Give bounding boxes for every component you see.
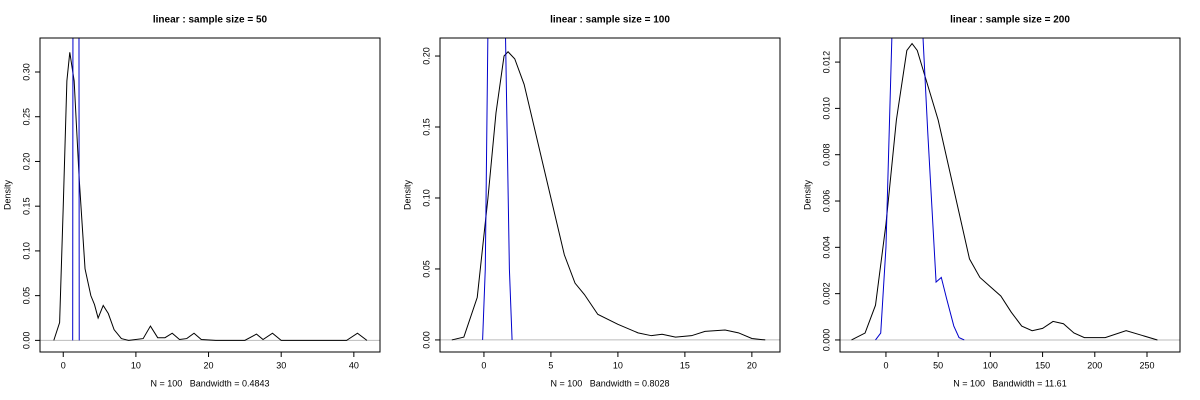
y-axis-label: Density [402, 179, 412, 210]
y-tick-label: 0.00 [21, 332, 31, 350]
x-tick-label: 200 [1087, 360, 1102, 370]
x-tick-label: 0 [481, 360, 486, 370]
y-tick-label: 0.10 [21, 242, 31, 260]
x-tick-label: 5 [548, 360, 553, 370]
plot-frame [39, 37, 381, 353]
y-tick-label: 0.004 [821, 236, 831, 259]
y-tick-label: 0.20 [421, 47, 431, 65]
x-axis-label: N = 100 Bandwidth = 0.8028 [550, 378, 669, 388]
x-tick-label: 20 [747, 360, 757, 370]
x-tick-label: 10 [613, 360, 623, 370]
plot-area [440, 38, 780, 341]
x-axis-label: N = 100 Bandwidth = 0.4843 [150, 378, 269, 388]
y-tick-label: 0.25 [21, 108, 31, 126]
density-line [851, 42, 1158, 341]
y-tick-label: 0.05 [21, 287, 31, 305]
y-tick-label: 0.000 [821, 329, 831, 352]
density-line [451, 51, 766, 341]
y-axis-label: Density [2, 179, 12, 210]
x-axis-label: N = 100 Bandwidth = 11.61 [953, 378, 1066, 388]
y-tick-label: 0.15 [421, 118, 431, 136]
x-tick-label: 30 [276, 360, 286, 370]
y-tick-label: 0.012 [821, 51, 831, 74]
x-tick-label: 40 [349, 360, 359, 370]
x-tick-label: 20 [204, 360, 214, 370]
y-tick-label: 0.20 [21, 153, 31, 171]
y-tick-label: 0.15 [21, 197, 31, 215]
x-tick-label: 100 [983, 360, 998, 370]
plot-frame [839, 37, 1181, 353]
x-tick-label: 0 [61, 360, 66, 370]
y-tick-label: 0.006 [821, 190, 831, 213]
y-tick-label: 0.00 [421, 331, 431, 349]
chart-title: linear : sample size = 50 [153, 15, 268, 26]
plot-area [40, 38, 380, 341]
density-line [875, 38, 965, 341]
y-tick-label: 0.008 [821, 143, 831, 166]
x-tick-label: 250 [1139, 360, 1154, 370]
y-tick-label: 0.002 [821, 282, 831, 305]
y-tick-label: 0.05 [421, 260, 431, 278]
x-tick-label: 15 [680, 360, 690, 370]
y-tick-label: 0.10 [421, 189, 431, 207]
plot-area [840, 38, 1180, 341]
density-line [72, 38, 80, 341]
chart-title: linear : sample size = 200 [950, 15, 1070, 26]
y-tick-label: 0.010 [821, 97, 831, 120]
x-tick-label: 150 [1035, 360, 1050, 370]
density-line [53, 52, 368, 341]
plot-frame [439, 37, 781, 353]
density-line [482, 38, 513, 340]
x-tick-label: 50 [933, 360, 943, 370]
x-tick-label: 0 [883, 360, 888, 370]
chart-title: linear : sample size = 100 [550, 15, 670, 26]
x-tick-label: 10 [131, 360, 141, 370]
y-axis-label: Density [802, 179, 812, 210]
y-tick-label: 0.30 [21, 63, 31, 81]
